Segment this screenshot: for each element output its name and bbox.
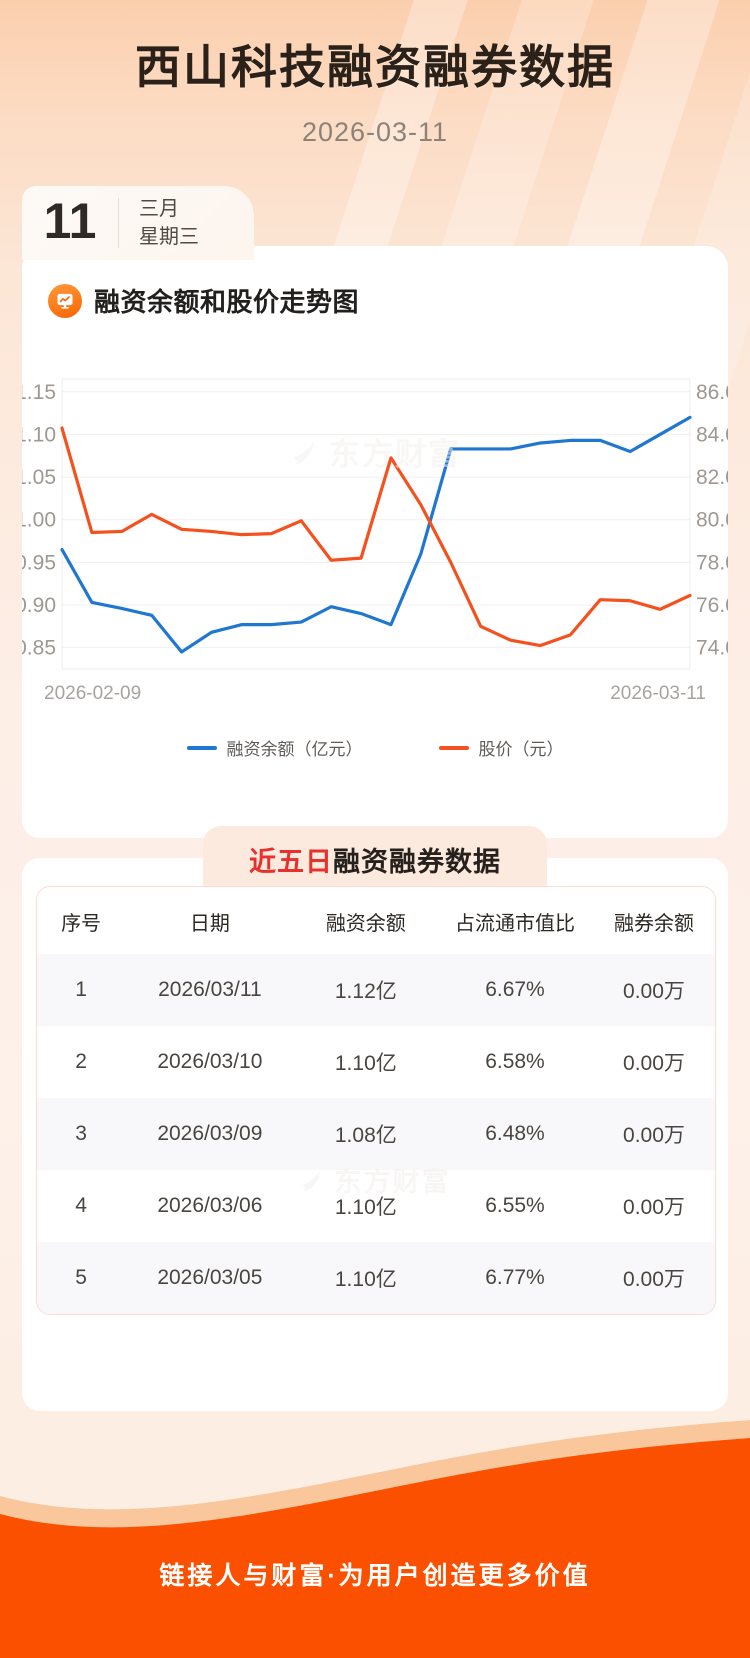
- table-column-header: 占流通市值比: [437, 887, 593, 954]
- chart-right-tick-label: 86.00: [696, 381, 728, 404]
- table-cell: 6.58%: [485, 1050, 545, 1073]
- footer-slogan: 链接人与财富·为用户创造更多价值: [159, 1562, 591, 1590]
- chart-right-tick-label: 82.00: [696, 466, 728, 489]
- table-cell: 6.67%: [485, 978, 545, 1001]
- trend-line-chart: 0.850.900.951.001.051.101.15 74.0076.007…: [22, 378, 728, 704]
- table-row[interactable]: 2 2026/03/10 1.10亿 6.58% 0.00万: [37, 1026, 715, 1098]
- table-head: 序号 日期 融资余额 占流通市值比 融券余额: [37, 887, 715, 954]
- date-badge-weekday: 星期三: [139, 226, 199, 248]
- table-column-header: 日期: [125, 887, 295, 954]
- date-badge-divider: [118, 198, 119, 248]
- table-cell: 1.12亿: [334, 980, 397, 1003]
- chart-gridlines: [62, 391, 690, 649]
- table-body: 1 2026/03/11 1.12亿 6.67% 0.00万 2 2026/03/10 1.1…: [37, 954, 715, 1314]
- page-date-subtitle: 2026-03-11: [301, 117, 449, 148]
- table-cell: 1: [75, 978, 87, 1001]
- table-cell: 1.10亿: [334, 1052, 397, 1075]
- legend-label-financing-balance: 融资余额（亿元）: [226, 740, 363, 759]
- table-cell: 4: [75, 1194, 87, 1217]
- chart-left-axis-ticks: 0.85 0.90 0.95 1.00 1.05 1.10 1.15: [22, 381, 56, 660]
- legend-swatch-blue: [186, 745, 217, 750]
- legend-item-financing-balance[interactable]: 融资余额（亿元）: [186, 735, 363, 760]
- table-cell: 1.08亿: [334, 1124, 397, 1147]
- chart-card: 融资余额和股价走势图 东方财富 0.850.900.951.001.051.10…: [22, 246, 728, 838]
- table-cell: 6.77%: [485, 1266, 545, 1289]
- table-cell: 0.00万: [623, 1268, 685, 1291]
- table-cell: 2026/03/11: [158, 978, 262, 1001]
- legend-item-stock-price[interactable]: 股价（元）: [438, 735, 564, 760]
- table-column-header: 融券余额: [592, 887, 715, 954]
- legend-label-stock-price: 股价（元）: [478, 740, 564, 759]
- chart-right-tick-label: 78.00: [696, 551, 728, 574]
- chart-left-tick-label: 1.00: [22, 509, 56, 532]
- chart-left-tick-label: 1.10: [22, 423, 56, 446]
- chart-right-tick-label: 84.00: [696, 423, 728, 446]
- chart-area: 东方财富 0.850.900.951.001.051.101.15 74.007…: [22, 337, 728, 760]
- table-column-header: 序号: [37, 887, 126, 954]
- chart-plot-border: [61, 378, 691, 670]
- page-footer: 链接人与财富·为用户创造更多价值: [0, 1418, 750, 1658]
- date-badge-month: 三月: [139, 198, 179, 220]
- series-line-stock-price: [60, 426, 692, 648]
- chart-left-tick-label: 1.15: [22, 381, 56, 404]
- date-badge-texts: 三月 星期三: [119, 198, 199, 248]
- table-title-rest: 融资融券数据: [333, 847, 501, 877]
- table-row[interactable]: 3 2026/03/09 1.08亿 6.48% 0.00万: [37, 1098, 715, 1170]
- table-cell: 0.00万: [623, 1052, 685, 1075]
- table-cell: 0.00万: [623, 1196, 685, 1219]
- chart-right-tick-label: 74.00: [696, 637, 728, 660]
- table-row[interactable]: 4 2026/03/06 1.10亿 6.55% 0.00万: [37, 1170, 715, 1242]
- trend-monitor-icon: [48, 283, 82, 318]
- table-cell: 6.55%: [485, 1194, 545, 1217]
- table-card: 近五日融资融券数据 东方财富 序号 日期 融资余额 占流通市值比 融券余额 1 2026/…: [22, 826, 728, 1411]
- legend-swatch-orange: [438, 745, 469, 750]
- chart-title: 融资余额和股价走势图: [94, 287, 360, 317]
- table-cell: 2: [75, 1050, 87, 1073]
- margin-trading-table: 序号 日期 融资余额 占流通市值比 融券余额 1 2026/03/11 1.12亿 6.67%…: [37, 887, 715, 1314]
- table-cell: 2026/03/05: [157, 1266, 263, 1289]
- chart-right-axis-ticks: 74.00 76.00 78.00 80.00 82.00 84.00 86.00: [696, 381, 728, 660]
- table-title-highlight: 近五日: [249, 847, 333, 877]
- chart-legend: 融资余额（亿元） 股价（元）: [22, 735, 728, 760]
- table-cell: 1.10亿: [334, 1196, 397, 1219]
- table-cell: 5: [75, 1266, 87, 1289]
- table-cell: 3: [75, 1122, 87, 1145]
- page-header: 西山科技融资融券数据 2026-03-11: [0, 0, 750, 148]
- table-column-header: 融资余额: [294, 887, 437, 954]
- chart-x-axis-end-label: 2026-03-11: [610, 683, 706, 704]
- table-container: 序号 日期 融资余额 占流通市值比 融券余额 1 2026/03/11 1.12亿 6.67%…: [36, 886, 716, 1315]
- table-cell: 6.48%: [485, 1122, 545, 1145]
- table-cell: 1.10亿: [334, 1268, 397, 1291]
- table-cell: 0.00万: [623, 980, 685, 1003]
- series-line-financing-balance: [60, 415, 692, 654]
- chart-left-tick-label: 1.05: [22, 466, 56, 489]
- chart-right-tick-label: 76.00: [696, 594, 728, 617]
- chart-x-axis-start-label: 2026-02-09: [44, 683, 141, 704]
- table-cell: 2026/03/09: [157, 1122, 263, 1145]
- chart-left-tick-label: 0.85: [22, 637, 56, 660]
- date-badge: 11 三月 星期三: [22, 186, 254, 260]
- date-badge-day: 11: [43, 193, 97, 249]
- page-title: 西山科技融资融券数据: [135, 41, 615, 93]
- table-row[interactable]: 5 2026/03/05 1.10亿 6.77% 0.00万: [37, 1242, 715, 1314]
- table-header-row: 序号 日期 融资余额 占流通市值比 融券余额: [37, 887, 715, 954]
- table-cell: 0.00万: [623, 1124, 685, 1147]
- footer-wave: [0, 1420, 750, 1658]
- table-cell: 2026/03/10: [157, 1050, 263, 1073]
- table-cell: 2026/03/06: [157, 1194, 263, 1217]
- chart-card-header: 融资余额和股价走势图: [22, 246, 728, 319]
- chart-left-tick-label: 0.90: [22, 594, 56, 617]
- chart-right-tick-label: 80.00: [696, 509, 728, 532]
- chart-left-tick-label: 0.95: [22, 551, 56, 574]
- table-row[interactable]: 1 2026/03/11 1.12亿 6.67% 0.00万: [37, 954, 715, 1026]
